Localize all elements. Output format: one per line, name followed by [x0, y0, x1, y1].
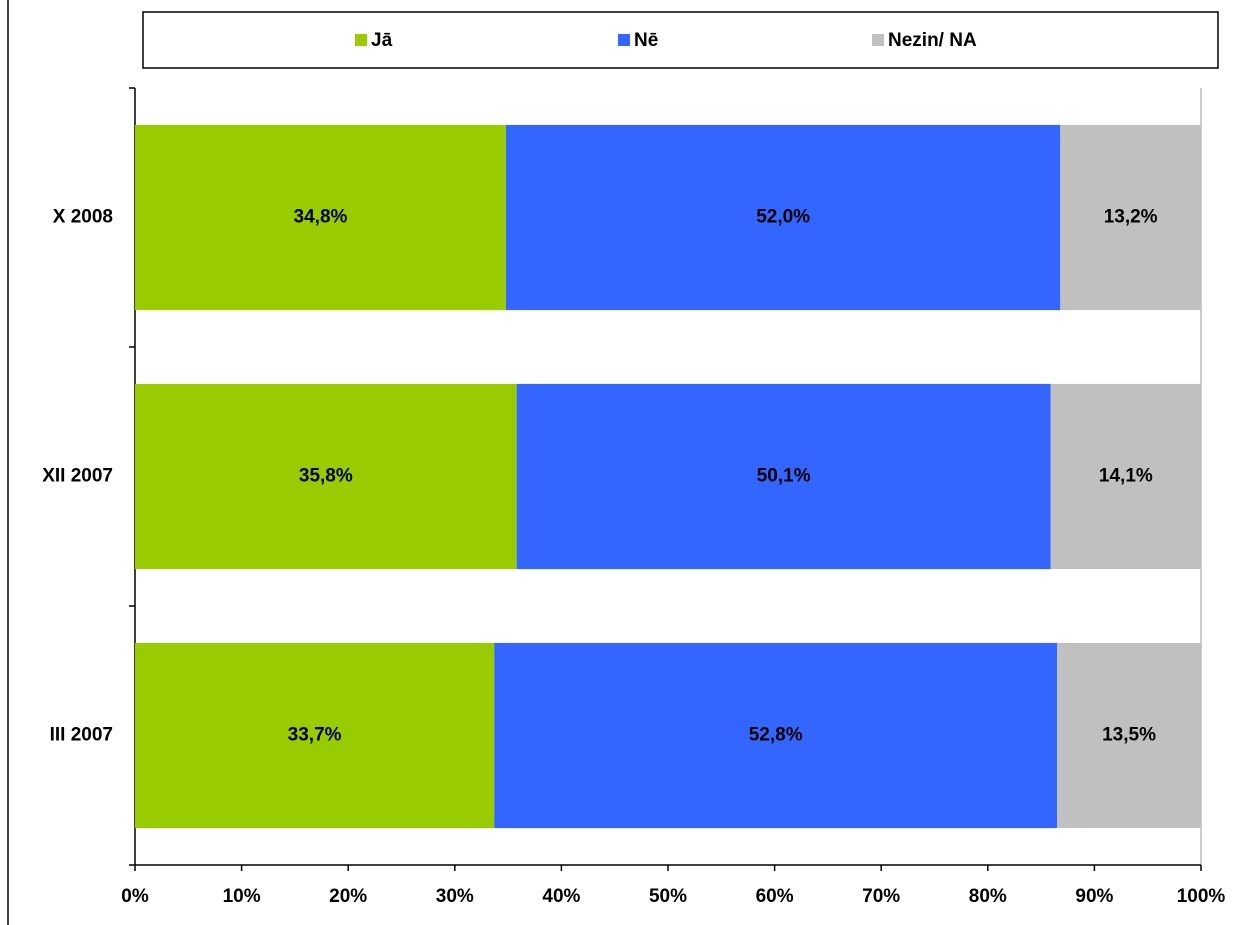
bar-segment [505, 124, 1061, 311]
legend-swatch [355, 34, 367, 46]
value-label: 52,0% [756, 207, 810, 228]
x-tick-label: 0% [121, 886, 149, 907]
legend-label: Jā [371, 30, 393, 51]
x-tick-label: 30% [436, 886, 474, 907]
value-label: 52,8% [749, 725, 803, 746]
y-tick-label: III 2007 [50, 725, 113, 746]
value-label: 34,8% [294, 207, 348, 228]
bar-segment [1057, 642, 1201, 829]
x-tick-label: 20% [329, 886, 367, 907]
value-label: 35,8% [299, 466, 353, 487]
x-tick-label: 50% [649, 886, 687, 907]
legend-box [142, 11, 1219, 69]
value-label: 50,1% [757, 466, 811, 487]
bar-segment [135, 124, 506, 311]
bar-segment [135, 642, 495, 829]
x-tick-label: 60% [756, 886, 794, 907]
y-tick-label: XII 2007 [42, 466, 113, 487]
x-tick-label: 40% [542, 886, 580, 907]
x-tick-label: 100% [1177, 886, 1226, 907]
value-label: 13,2% [1104, 207, 1158, 228]
legend-label: Nezin/ NA [888, 30, 977, 51]
bar-segment [516, 383, 1051, 570]
x-tick-label: 80% [969, 886, 1007, 907]
legend-label: Nē [634, 30, 658, 51]
x-tick-label: 10% [223, 886, 261, 907]
value-label: 33,7% [288, 725, 342, 746]
value-label: 14,1% [1099, 466, 1153, 487]
x-tick-label: 90% [1075, 886, 1113, 907]
x-tick-label: 70% [862, 886, 900, 907]
bar-segment [1060, 124, 1201, 311]
legend-swatch [872, 34, 884, 46]
y-tick-label: X 2008 [53, 207, 113, 228]
bar-segment [1050, 383, 1201, 570]
bar-segment [494, 642, 1058, 829]
value-label: 13,5% [1102, 725, 1156, 746]
legend-swatch [618, 34, 630, 46]
bar-segment [135, 383, 517, 570]
